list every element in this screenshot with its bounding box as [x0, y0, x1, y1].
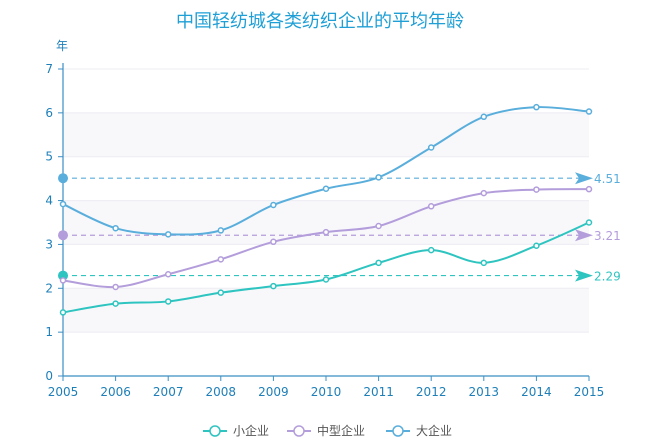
- data-point[interactable]: [533, 242, 540, 249]
- data-point[interactable]: [217, 227, 225, 234]
- x-tick-label: 2014: [521, 385, 552, 399]
- average-arrow-icon: [575, 269, 593, 282]
- x-tick-label: 2012: [416, 385, 447, 399]
- data-point[interactable]: [375, 259, 382, 267]
- data-point[interactable]: [585, 185, 593, 193]
- data-point[interactable]: [217, 289, 225, 296]
- legend-swatch-icon: [293, 425, 305, 437]
- data-point[interactable]: [164, 231, 172, 238]
- data-point[interactable]: [533, 103, 540, 111]
- y-tick-label: 2: [45, 281, 53, 295]
- y-tick-labels: 0 1 2 3 4 5 6 7: [45, 62, 63, 383]
- x-tick-label: 2006: [100, 385, 131, 399]
- plot-background: [63, 69, 589, 376]
- x-tick-label: 2005: [48, 385, 79, 399]
- data-point[interactable]: [533, 186, 540, 193]
- data-point[interactable]: [112, 300, 119, 307]
- legend-item[interactable]: 中型企业: [287, 423, 365, 438]
- data-point[interactable]: [270, 282, 277, 290]
- data-point[interactable]: [217, 256, 225, 263]
- x-tick-label: 2007: [153, 385, 184, 399]
- average-start-point: [58, 230, 68, 241]
- x-tick-labels: 2005 2006 2007 2008 2009 2010 2011 2012 2013 2014…: [48, 376, 605, 399]
- legend-swatch-icon: [209, 425, 221, 437]
- x-tick-label: 2008: [206, 385, 237, 399]
- data-point[interactable]: [427, 203, 435, 210]
- y-axis-label: 年: [56, 39, 68, 53]
- y-tick-label: 1: [45, 325, 53, 339]
- x-tick-label: 2010: [311, 385, 342, 399]
- series-lines: [59, 103, 593, 316]
- average-lines: 2.29 3.21 4.51: [58, 172, 621, 284]
- plot-band: [63, 112, 589, 157]
- data-point[interactable]: [59, 277, 67, 284]
- x-tick-label: 2015: [574, 385, 605, 399]
- legend-item[interactable]: 大企业: [386, 423, 452, 438]
- legend-item[interactable]: 小企业: [203, 423, 269, 438]
- legend[interactable]: 小企业 中型企业 大企业: [203, 423, 452, 438]
- x-tick-label: 2009: [258, 385, 289, 399]
- data-point[interactable]: [375, 222, 382, 230]
- data-point[interactable]: [480, 259, 488, 267]
- data-point[interactable]: [270, 201, 277, 209]
- plot-band: [63, 69, 589, 113]
- data-point[interactable]: [427, 246, 435, 254]
- data-point[interactable]: [427, 144, 435, 151]
- legend-swatch-icon: [392, 425, 404, 437]
- data-point[interactable]: [59, 200, 67, 208]
- data-point[interactable]: [59, 309, 67, 316]
- x-tick-label: 2013: [469, 385, 500, 399]
- average-start-point: [58, 270, 68, 281]
- data-point[interactable]: [112, 224, 119, 232]
- data-point[interactable]: [322, 228, 330, 236]
- average-arrow-icon: [575, 229, 593, 242]
- average-value-label: 4.51: [594, 172, 621, 186]
- y-tick-label: 0: [45, 369, 53, 383]
- average-value-label: 2.29: [594, 270, 621, 284]
- average-arrow-icon: [575, 172, 593, 185]
- data-point[interactable]: [480, 189, 488, 197]
- y-tick-label: 3: [45, 237, 53, 251]
- plot-band: [63, 200, 589, 245]
- plot-band: [63, 288, 589, 333]
- data-point[interactable]: [270, 238, 277, 246]
- legend-label: 中型企业: [317, 423, 365, 438]
- y-tick-label: 5: [45, 150, 53, 164]
- y-tick-label: 7: [45, 62, 53, 76]
- y-tick-label: 4: [45, 194, 53, 208]
- data-point[interactable]: [164, 271, 172, 278]
- average-value-label: 3.21: [594, 229, 621, 243]
- chart-title: 中国轻纺城各类纺织企业的平均年龄: [176, 11, 464, 32]
- plot-band: [63, 332, 589, 376]
- data-point[interactable]: [375, 174, 382, 181]
- average-start-point: [58, 173, 68, 184]
- data-point[interactable]: [480, 113, 488, 121]
- data-point[interactable]: [585, 219, 593, 226]
- data-point[interactable]: [164, 298, 172, 305]
- data-point[interactable]: [322, 276, 330, 283]
- data-point[interactable]: [322, 185, 330, 192]
- data-point[interactable]: [585, 108, 593, 115]
- data-point[interactable]: [112, 283, 119, 291]
- legend-label: 小企业: [233, 423, 269, 438]
- legend-label: 大企业: [416, 423, 452, 438]
- grid-lines: [63, 68, 589, 333]
- y-tick-label: 6: [45, 106, 53, 120]
- x-tick-label: 2011: [363, 385, 394, 399]
